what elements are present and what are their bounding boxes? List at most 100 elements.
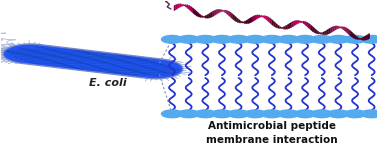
Polygon shape [350,31,352,37]
Polygon shape [234,15,236,22]
Polygon shape [228,11,230,17]
Polygon shape [317,30,319,34]
Polygon shape [297,20,299,24]
Polygon shape [338,27,340,28]
Circle shape [245,35,266,43]
Circle shape [161,110,183,118]
Polygon shape [293,20,295,26]
Circle shape [328,110,349,118]
Polygon shape [284,26,285,29]
Polygon shape [276,23,277,28]
Polygon shape [232,14,234,21]
Polygon shape [209,13,211,18]
Polygon shape [262,16,264,17]
Polygon shape [321,33,323,34]
Polygon shape [179,4,181,7]
Polygon shape [285,25,287,30]
Polygon shape [193,8,195,15]
Polygon shape [313,27,315,33]
Polygon shape [264,15,266,19]
Polygon shape [244,21,246,24]
Circle shape [344,35,366,43]
Polygon shape [183,5,185,6]
Text: E. coli: E. coli [89,78,127,88]
Polygon shape [366,35,368,40]
Polygon shape [335,26,336,30]
Polygon shape [213,10,215,17]
Circle shape [311,35,332,43]
Circle shape [278,35,299,43]
Polygon shape [287,24,289,29]
Text: Antimicrobial peptide
membrane interaction: Antimicrobial peptide membrane interacti… [206,121,338,145]
Polygon shape [258,15,260,18]
Polygon shape [215,10,217,15]
Polygon shape [344,27,346,32]
Polygon shape [330,27,333,33]
Polygon shape [181,4,183,6]
Polygon shape [333,26,335,32]
Polygon shape [364,36,366,41]
Circle shape [195,35,216,43]
Polygon shape [291,21,293,28]
Polygon shape [254,15,256,21]
Circle shape [228,35,249,43]
Polygon shape [342,26,344,30]
Polygon shape [199,14,201,18]
Polygon shape [362,37,364,40]
Polygon shape [238,19,240,23]
Circle shape [328,35,349,43]
Circle shape [261,35,282,43]
Polygon shape [177,4,179,8]
Polygon shape [266,16,268,21]
Polygon shape [260,15,262,17]
Circle shape [278,110,299,118]
Polygon shape [352,32,354,39]
Polygon shape [256,15,258,19]
Polygon shape [195,10,197,16]
Polygon shape [236,17,238,23]
Polygon shape [191,6,193,13]
Polygon shape [356,36,358,40]
Circle shape [261,110,282,118]
Circle shape [195,110,216,118]
Polygon shape [274,21,276,27]
Circle shape [294,35,316,43]
Polygon shape [240,21,242,23]
Circle shape [294,110,316,118]
Polygon shape [207,14,209,18]
Polygon shape [246,20,248,24]
Polygon shape [205,15,207,18]
Polygon shape [203,16,205,18]
Polygon shape [174,5,175,11]
Polygon shape [187,4,189,9]
Polygon shape [305,21,307,26]
Polygon shape [218,9,221,13]
Polygon shape [197,12,199,17]
Polygon shape [315,29,317,34]
Circle shape [178,110,199,118]
Circle shape [311,110,332,118]
Polygon shape [323,32,325,35]
Polygon shape [360,38,362,40]
Circle shape [178,35,199,43]
Polygon shape [230,12,232,19]
Circle shape [161,35,183,43]
Polygon shape [223,10,225,12]
Polygon shape [303,21,305,24]
Polygon shape [319,32,321,34]
Polygon shape [185,4,187,8]
Polygon shape [248,18,250,24]
Polygon shape [336,26,338,29]
Polygon shape [358,38,360,40]
Polygon shape [3,44,183,79]
Polygon shape [311,25,313,32]
Polygon shape [221,10,223,12]
Circle shape [211,35,232,43]
Circle shape [344,110,366,118]
Polygon shape [295,20,297,25]
Polygon shape [277,25,279,29]
Polygon shape [282,27,284,29]
Polygon shape [299,21,301,23]
Polygon shape [242,22,244,23]
Polygon shape [327,29,328,35]
